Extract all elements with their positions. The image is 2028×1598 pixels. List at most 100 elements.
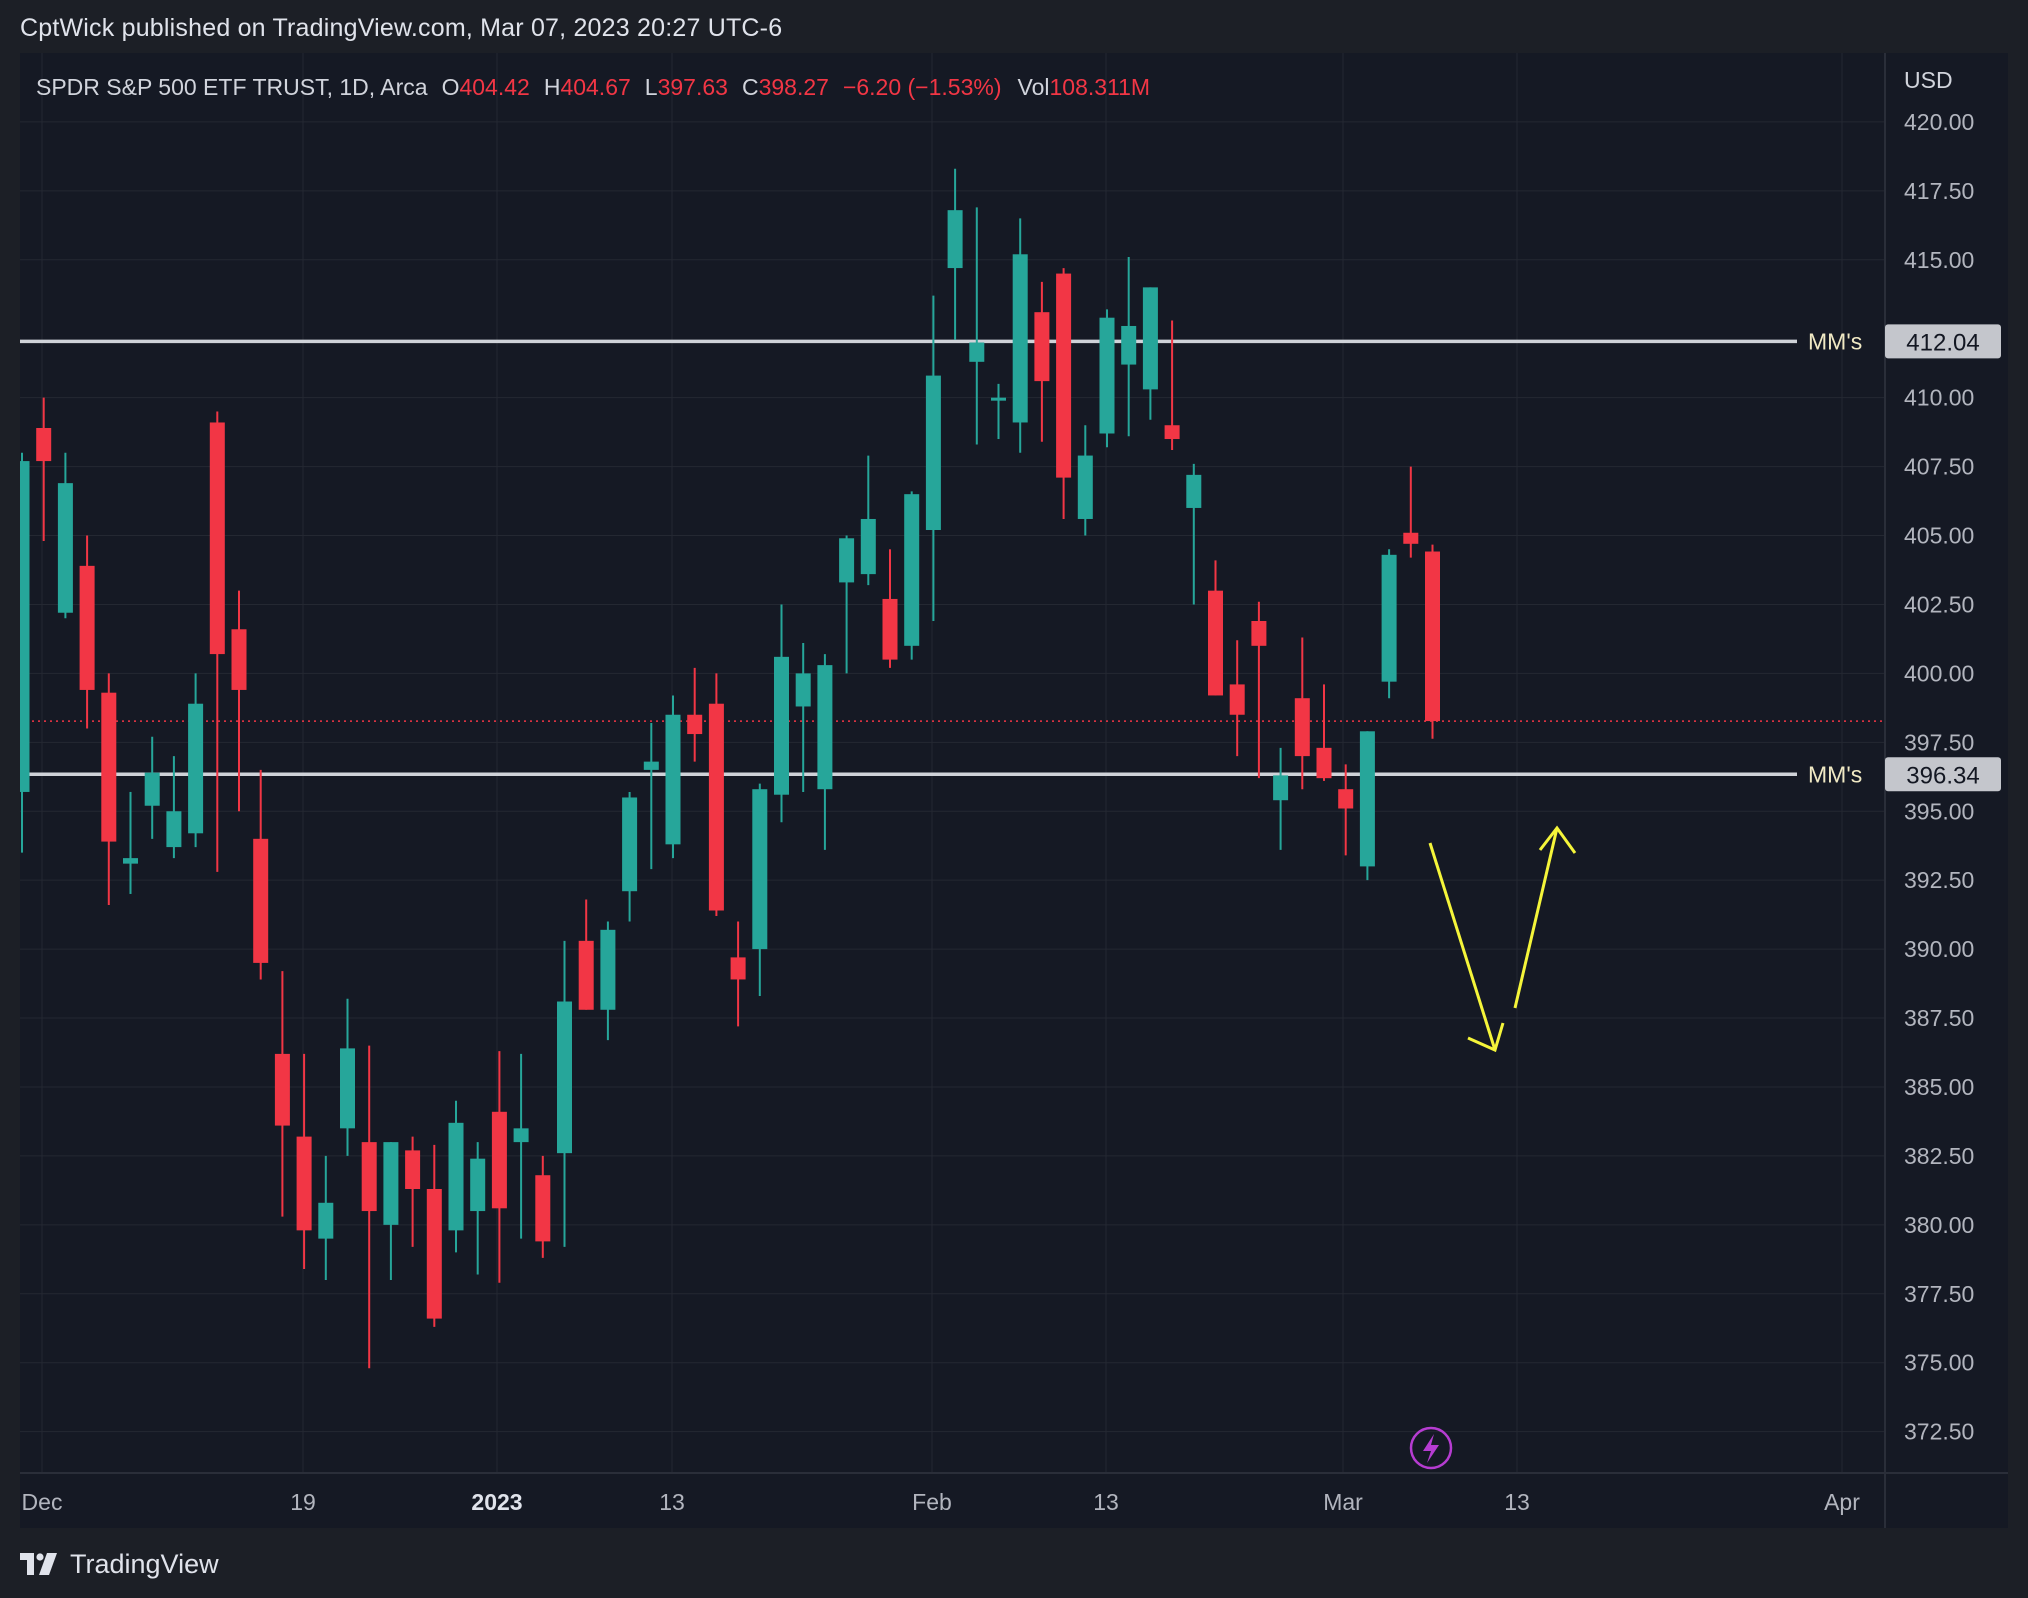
candle — [535, 1155, 551, 1258]
candle — [1273, 747, 1289, 850]
high-value: 404.67 — [560, 74, 630, 100]
close-label: C — [742, 74, 759, 100]
candle-body — [209, 422, 225, 655]
candle — [448, 1100, 464, 1253]
candle — [882, 549, 898, 668]
candle — [947, 168, 963, 340]
candle-body — [991, 397, 1006, 401]
candle-body — [296, 1136, 312, 1231]
time-tick-label: 13 — [659, 1489, 685, 1515]
candle — [600, 921, 616, 1041]
candle — [296, 1053, 312, 1269]
candle — [1164, 320, 1180, 451]
level-label: MM's — [1808, 328, 1862, 354]
open-value: 404.42 — [459, 74, 529, 100]
candle-body — [839, 538, 855, 583]
candle-body — [253, 838, 269, 963]
candle-body — [1425, 551, 1440, 722]
candle — [643, 723, 659, 870]
candle-body — [925, 375, 941, 531]
candle-body — [101, 692, 117, 842]
candle — [687, 667, 703, 762]
time-tick-label: 2023 — [471, 1489, 522, 1515]
time-tick-label: 13 — [1093, 1489, 1119, 1515]
high-label: H — [544, 74, 561, 100]
low-label: L — [645, 74, 658, 100]
price-axis: 420.00 417.50 415.00 410.00 407.50 405.00 402.… — [1904, 109, 1974, 1445]
time-tick-label: Dec — [22, 1489, 63, 1515]
candle-body — [491, 1111, 507, 1209]
candle — [253, 769, 269, 980]
candle — [795, 643, 811, 792]
time-tick-label: Mar — [1323, 1489, 1363, 1515]
candle — [166, 756, 182, 859]
time-tick-label: 13 — [1504, 1489, 1530, 1515]
candle — [36, 397, 52, 542]
candle-body — [1403, 532, 1419, 544]
candle-body — [188, 703, 204, 834]
candle — [340, 998, 355, 1156]
candle-body — [36, 427, 52, 462]
candle-body — [1164, 425, 1180, 440]
candle — [774, 604, 789, 823]
candle-body — [557, 1001, 572, 1154]
candle — [622, 791, 638, 922]
candle-body — [1077, 455, 1093, 519]
candle — [79, 535, 95, 729]
lightning-icon[interactable] — [1409, 1426, 1453, 1470]
candle-body — [1381, 554, 1397, 682]
candle — [361, 1045, 377, 1369]
candle — [1208, 560, 1223, 696]
volume-value: 108.311M — [1049, 74, 1150, 100]
price-tick-label: 395.00 — [1904, 798, 1974, 824]
price-chart[interactable]: SPDR S&P 500 ETF TRUST, 1D, Arca O404.42 H… — [14, 53, 2008, 1528]
price-tick-label: 385.00 — [1904, 1074, 1974, 1100]
price-tick-label: 402.50 — [1904, 591, 1974, 617]
close-value: 398.27 — [759, 74, 829, 100]
candle-body — [79, 565, 95, 690]
tradingview-logo[interactable]: TradingView — [20, 1546, 219, 1582]
brand-name: TradingView — [70, 1548, 219, 1579]
volume-label: Vol — [1018, 74, 1050, 100]
candle-body — [774, 656, 789, 795]
candle — [1142, 287, 1158, 420]
chart-legend: SPDR S&P 500 ETF TRUST, 1D, Arca O404.42 H… — [36, 74, 1150, 100]
candle — [904, 491, 920, 660]
grid — [20, 53, 1885, 1473]
level-price-value: 396.34 — [1906, 762, 1979, 789]
candle-body — [730, 957, 746, 980]
candle-body — [1186, 474, 1202, 508]
candle-body — [1012, 254, 1028, 423]
price-tick-label: 407.50 — [1904, 454, 1974, 480]
candle-body — [687, 714, 703, 735]
price-tick-label: 415.00 — [1904, 247, 1974, 273]
price-tick-label: 377.50 — [1904, 1281, 1974, 1307]
chart-frame[interactable]: SPDR S&P 500 ETF TRUST, 1D, Arca O404.42 H… — [14, 53, 2008, 1528]
candle — [513, 1053, 529, 1239]
candle-body — [947, 210, 963, 269]
candle — [969, 207, 985, 445]
time-tick-label: Apr — [1824, 1489, 1860, 1515]
level-lines — [20, 339, 1797, 777]
candle — [1251, 601, 1267, 779]
price-tick-label: 392.50 — [1904, 867, 1974, 893]
candle — [1425, 544, 1440, 739]
candle — [557, 940, 572, 1247]
symbol-name: SPDR S&P 500 ETF TRUST, 1D, Arca — [36, 74, 428, 100]
candle-body — [123, 858, 138, 864]
candle — [925, 295, 941, 621]
candle-body — [969, 342, 985, 362]
time-tick-label: Feb — [912, 1489, 952, 1515]
low-value: 397.63 — [658, 74, 728, 100]
candle-body — [708, 703, 724, 911]
level-price-value: 412.04 — [1906, 329, 1979, 356]
candle-body — [14, 461, 30, 792]
candle-body — [231, 629, 247, 690]
candle-body — [882, 598, 898, 660]
candle-body — [448, 1122, 464, 1231]
candle — [1077, 425, 1093, 536]
candle — [1099, 309, 1115, 448]
projection-arrow-up — [1513, 827, 1559, 1009]
candle-body — [578, 940, 594, 1010]
candle-body — [1251, 621, 1267, 646]
